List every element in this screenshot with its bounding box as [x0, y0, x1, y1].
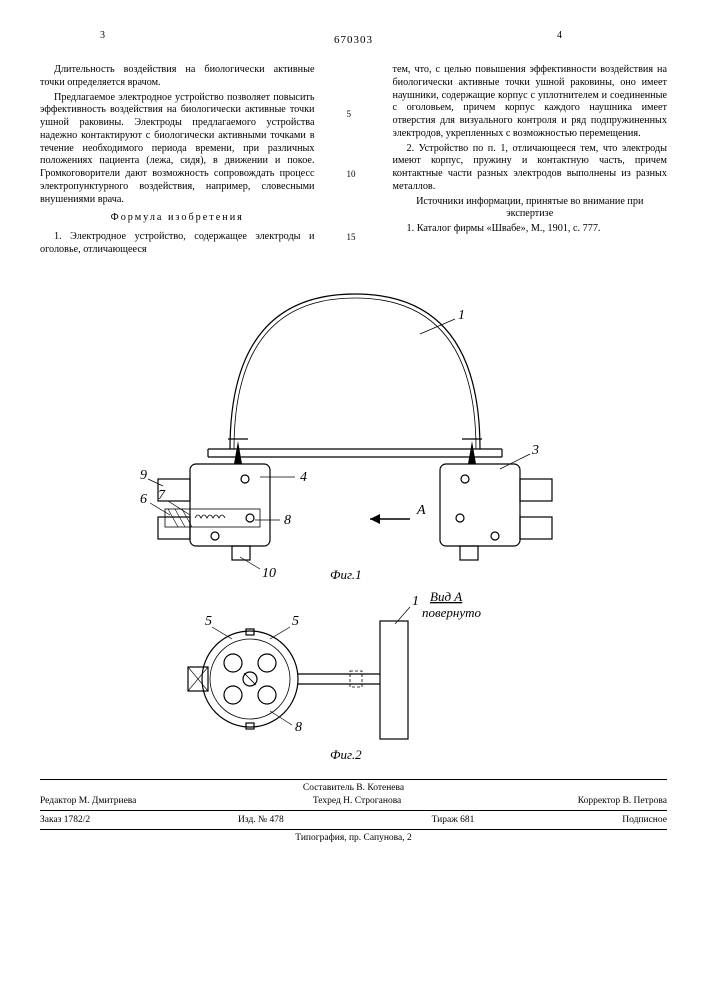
- left-p3: 1. Электродное устройство, содержащее эл…: [40, 231, 315, 257]
- sources-title: Источники информации, принятые во вниман…: [393, 196, 668, 222]
- compiler: Составитель В. Котенева: [40, 783, 667, 793]
- order: Заказ 1782/2: [40, 815, 90, 825]
- left-column: Длительность воздействия на биологически…: [40, 64, 315, 259]
- right-column: тем, что, с целью повышения эффективност…: [393, 64, 668, 259]
- label-10: 10: [262, 566, 276, 581]
- label-3: 3: [531, 443, 539, 458]
- headband-side: [380, 621, 408, 739]
- text-columns: Длительность воздействия на биологически…: [40, 64, 667, 259]
- label-6: 6: [140, 492, 147, 507]
- sub: Подписное: [622, 815, 667, 825]
- right-p3: 1. Каталог фирмы «Швабе», М., 1901, с. 7…: [393, 223, 668, 236]
- marker-5: 5: [347, 109, 352, 120]
- patent-number: 670303: [40, 30, 667, 48]
- page-num-left: 3: [100, 30, 105, 41]
- headband-arc: [230, 294, 480, 449]
- left-earpiece: [190, 464, 270, 546]
- line-markers: 5 10 15: [347, 64, 361, 259]
- right-earpiece: [440, 464, 520, 546]
- page-num-right: 4: [557, 30, 562, 41]
- label-8a: 8: [284, 513, 291, 528]
- headband-arc-inner: [234, 298, 476, 449]
- typography: Типография, пр. Сапунова, 2: [40, 833, 667, 843]
- fig2-caption: Фиг.2: [330, 747, 362, 762]
- left-p2: Предлагаемое электродное устройство позв…: [40, 92, 315, 207]
- label-8b: 8: [295, 720, 302, 735]
- label-9: 9: [140, 468, 147, 483]
- label-5a: 5: [205, 614, 212, 629]
- editor: Редактор М. Дмитриева: [40, 796, 136, 806]
- right-p2: 2. Устройство по п. 1, отличающееся тем,…: [393, 143, 668, 194]
- label-4: 4: [300, 470, 307, 485]
- vid-a: Вид А: [430, 589, 462, 604]
- right-p1: тем, что, с целью повышения эффективност…: [393, 64, 668, 141]
- label-7: 7: [158, 488, 166, 503]
- tech-ed: Техред Н. Строганова: [313, 796, 401, 806]
- figures-svg: 1 4 3 9 6 7 8 10 А 5 5 8 1 Фиг.1 Фиг.2 В…: [40, 279, 667, 769]
- arrow-A: А: [416, 503, 426, 518]
- label-5b: 5: [292, 614, 299, 629]
- tirazh: Тираж 681: [432, 815, 475, 825]
- view-arrow: [370, 514, 410, 524]
- formula-title: Формула изобретения: [40, 212, 315, 225]
- marker-15: 15: [347, 232, 356, 243]
- corrector: Корректор В. Петрова: [578, 796, 667, 806]
- footer: Составитель В. Котенева Редактор М. Дмит…: [40, 779, 667, 843]
- label-1b: 1: [412, 594, 419, 609]
- fig1-caption: Фиг.1: [330, 567, 362, 582]
- marker-10: 10: [347, 169, 356, 180]
- povernuto: повернуто: [422, 605, 482, 620]
- figures-area: 1 4 3 9 6 7 8 10 А 5 5 8 1 Фиг.1 Фиг.2 В…: [40, 279, 667, 769]
- label-1: 1: [458, 308, 465, 323]
- izd: Изд. № 478: [238, 815, 284, 825]
- left-p1: Длительность воздействия на биологически…: [40, 64, 315, 90]
- electrode-spring: [195, 515, 225, 518]
